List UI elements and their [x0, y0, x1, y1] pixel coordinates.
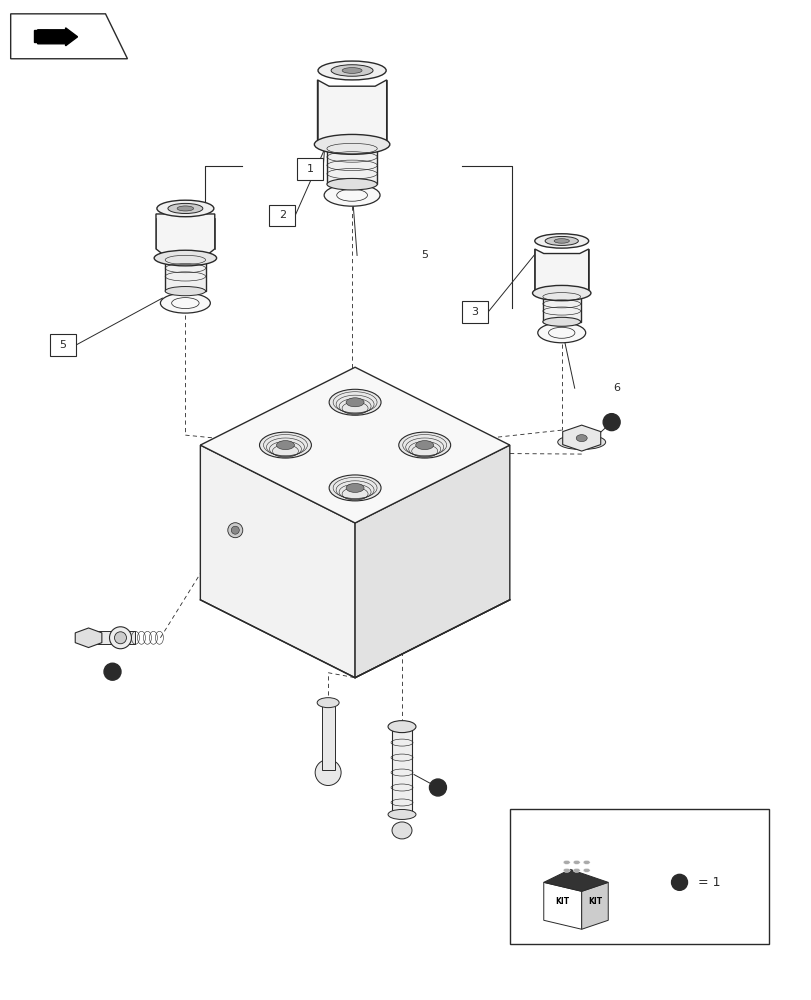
Bar — [165, 260, 205, 291]
Ellipse shape — [415, 441, 433, 450]
Ellipse shape — [392, 822, 411, 839]
Bar — [269, 205, 295, 226]
Bar — [33, 30, 48, 42]
Ellipse shape — [328, 475, 380, 501]
Polygon shape — [562, 425, 600, 451]
Ellipse shape — [532, 285, 590, 301]
Polygon shape — [156, 214, 214, 256]
Polygon shape — [581, 882, 607, 929]
Ellipse shape — [324, 184, 380, 206]
Ellipse shape — [582, 868, 590, 872]
Ellipse shape — [314, 134, 389, 154]
Bar — [327, 144, 377, 184]
Text: 6: 6 — [612, 383, 620, 393]
Bar — [93, 631, 135, 644]
Polygon shape — [354, 445, 509, 678]
Text: 5: 5 — [59, 340, 66, 350]
Bar — [392, 725, 411, 816]
Ellipse shape — [537, 323, 585, 343]
Ellipse shape — [114, 632, 127, 644]
Ellipse shape — [388, 809, 415, 819]
Polygon shape — [543, 882, 581, 929]
Ellipse shape — [573, 868, 580, 872]
Polygon shape — [543, 869, 607, 891]
Ellipse shape — [318, 61, 386, 80]
Ellipse shape — [544, 236, 577, 245]
Ellipse shape — [231, 526, 239, 534]
Ellipse shape — [563, 860, 569, 864]
Ellipse shape — [543, 317, 580, 326]
Text: KIT: KIT — [555, 897, 569, 906]
Ellipse shape — [161, 293, 210, 313]
Text: = 1: = 1 — [697, 876, 719, 889]
Ellipse shape — [582, 860, 590, 864]
Circle shape — [315, 760, 341, 786]
Ellipse shape — [388, 721, 415, 733]
Ellipse shape — [345, 483, 363, 492]
Bar — [509, 809, 769, 944]
Ellipse shape — [557, 435, 605, 450]
Circle shape — [603, 414, 620, 431]
Polygon shape — [534, 249, 588, 296]
FancyArrow shape — [37, 28, 78, 46]
Ellipse shape — [165, 287, 205, 296]
Text: KIT: KIT — [587, 897, 601, 906]
Text: 2: 2 — [278, 210, 285, 220]
Text: 1: 1 — [307, 164, 313, 174]
Ellipse shape — [341, 68, 362, 73]
Polygon shape — [200, 445, 354, 678]
Ellipse shape — [317, 698, 339, 708]
Bar — [297, 158, 323, 180]
Ellipse shape — [327, 178, 377, 190]
Ellipse shape — [154, 250, 217, 266]
Polygon shape — [75, 628, 101, 648]
Ellipse shape — [328, 389, 380, 415]
Ellipse shape — [576, 435, 586, 442]
Ellipse shape — [534, 234, 588, 248]
Ellipse shape — [276, 441, 294, 450]
Ellipse shape — [345, 398, 363, 407]
Ellipse shape — [228, 523, 242, 538]
Ellipse shape — [109, 627, 131, 649]
Ellipse shape — [331, 65, 372, 76]
Ellipse shape — [157, 200, 213, 217]
Ellipse shape — [563, 868, 569, 872]
Bar — [461, 301, 487, 323]
Ellipse shape — [260, 432, 311, 458]
Circle shape — [104, 663, 121, 680]
Circle shape — [671, 874, 687, 890]
Ellipse shape — [168, 203, 203, 214]
Polygon shape — [11, 14, 127, 59]
Ellipse shape — [398, 432, 450, 458]
Polygon shape — [200, 367, 509, 523]
Text: 3: 3 — [471, 307, 478, 317]
Bar — [49, 334, 75, 356]
Circle shape — [429, 779, 446, 796]
Ellipse shape — [177, 206, 193, 211]
Ellipse shape — [553, 239, 569, 243]
Bar — [543, 293, 580, 322]
Bar — [321, 705, 334, 770]
Text: 5: 5 — [421, 250, 428, 260]
Polygon shape — [317, 80, 386, 148]
Ellipse shape — [573, 860, 580, 864]
